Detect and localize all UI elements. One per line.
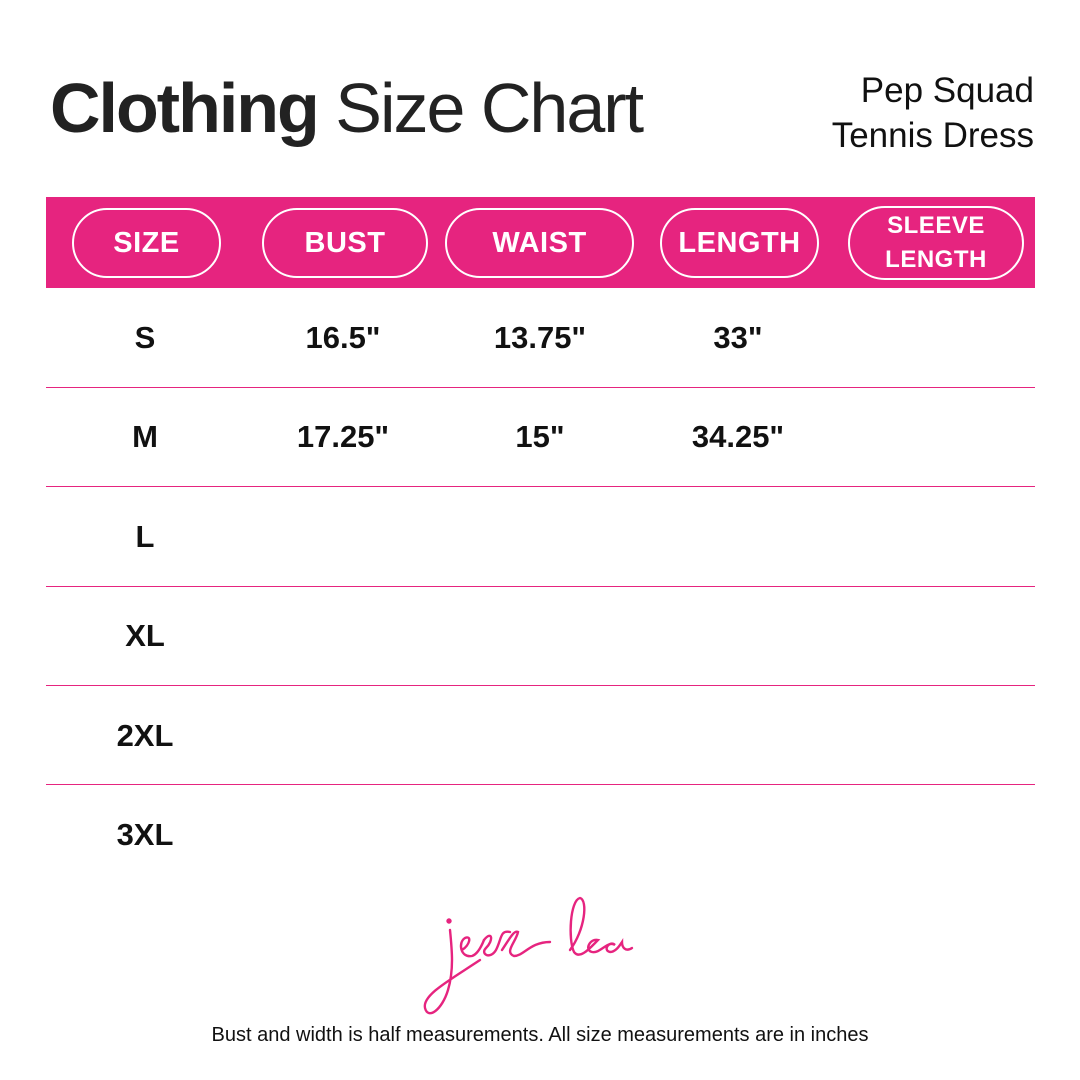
cell-size: XL (125, 618, 165, 653)
row-divider (46, 784, 1035, 786)
cell-size: S (134, 320, 156, 355)
cell-size: 2XL (116, 718, 174, 753)
header-bust: BUST (262, 208, 428, 278)
header-length: LENGTH (660, 208, 819, 278)
cell-waist: 13.75" (493, 320, 587, 355)
product-name: Pep Squad Tennis Dress (832, 68, 1034, 158)
footer-note: Bust and width is half measurements. All… (211, 1024, 869, 1046)
table-header: SIZE BUST WAIST LENGTH SLEEVE LENGTH (46, 197, 1035, 288)
cell-waist: 15" (515, 419, 565, 454)
product-line-2: Tennis Dress (831, 116, 1034, 155)
cell-length: 34.25" (691, 419, 785, 454)
header-waist: WAIST (445, 208, 634, 278)
cell-size: M (132, 419, 158, 454)
cell-size: L (135, 519, 155, 554)
row-divider (46, 585, 1035, 587)
row-divider (46, 387, 1035, 388)
title-bold: Clothing (50, 69, 320, 147)
product-line-1: Pep Squad (860, 71, 1034, 110)
header-sleeve-line2: LENGTH (885, 246, 987, 273)
page-title: Clothing Size Chart (50, 68, 644, 148)
row-divider (46, 486, 1035, 488)
cell-bust: 17.25" (296, 419, 390, 454)
cell-length: 33" (713, 320, 763, 355)
header-sleeve-line1: SLEEVE (887, 212, 985, 239)
header-size: SIZE (72, 208, 221, 278)
header-sleeve-length: SLEEVE LENGTH (848, 206, 1024, 280)
cell-bust: 16.5" (305, 320, 381, 355)
row-divider (46, 684, 1035, 686)
jess-lea-logo (423, 896, 634, 1015)
cell-size: 3XL (116, 817, 174, 852)
title-light: Size Chart (335, 69, 644, 147)
